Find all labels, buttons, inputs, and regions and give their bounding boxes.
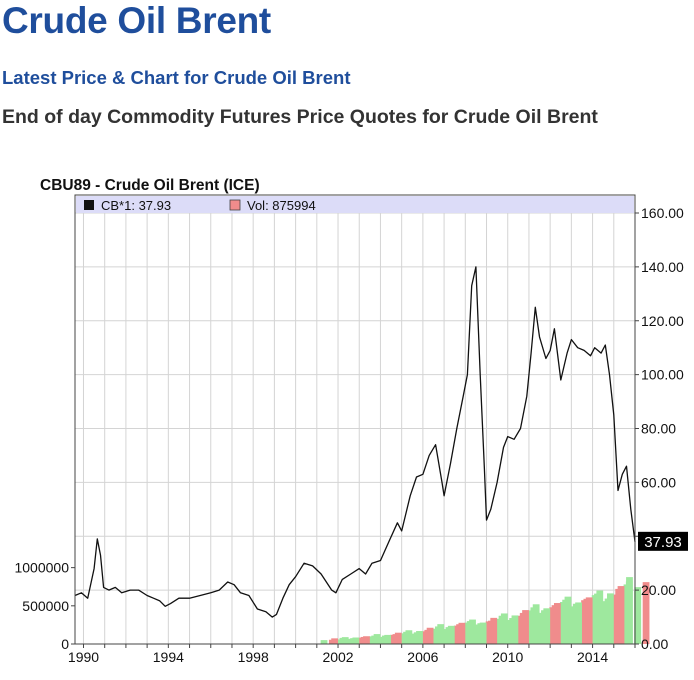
price-tick-label: 160.00 <box>641 205 684 221</box>
plot-frame <box>74 194 636 645</box>
volume-bar <box>596 590 604 644</box>
x-tick-label: 2006 <box>407 649 438 665</box>
volume-bar <box>634 587 642 644</box>
axis-labels: 0.0020.0040.0060.0080.00100.00120.00140.… <box>14 205 684 665</box>
page-description: End of day Commodity Futures Price Quote… <box>2 106 598 128</box>
volume-bar <box>437 624 445 644</box>
volume-bar <box>490 617 498 644</box>
volume-bar <box>384 634 392 644</box>
page-subtitle: Latest Price & Chart for Crude Oil Brent <box>2 67 351 88</box>
volume-bar <box>626 577 633 644</box>
x-tick-label: 2002 <box>322 649 353 665</box>
price-tick-label: 100.00 <box>641 367 684 383</box>
price-line <box>74 266 636 618</box>
volume-bar <box>532 604 540 644</box>
plot-area <box>75 195 635 644</box>
price-tick-label: 120.00 <box>641 313 684 329</box>
volume-bar <box>511 615 519 644</box>
price-tick-label: 60.00 <box>641 474 676 490</box>
volume-bar <box>363 636 370 644</box>
volume-bar <box>331 638 339 644</box>
volume-bar <box>426 627 434 644</box>
x-tick-label: 1990 <box>68 649 99 665</box>
price-tick-label: 20.00 <box>641 582 676 598</box>
volume-bar <box>479 622 487 644</box>
legend-swatch-price <box>84 200 94 210</box>
volume-bar <box>469 619 476 644</box>
volume-bar <box>500 613 508 644</box>
volume-tick-label: 1000000 <box>14 560 69 576</box>
price-chart: CBU89 - Crude Oil Brent (ICE) CB*1: 37.9… <box>14 177 688 665</box>
volume-bar <box>543 608 551 644</box>
volume-tick-label: 500000 <box>22 598 69 614</box>
volume-bar <box>352 637 360 644</box>
volume-bar <box>585 597 593 644</box>
page-title: Crude Oil Brent <box>2 0 271 41</box>
last-price-box <box>638 531 688 551</box>
volume-bar <box>607 593 614 644</box>
volume-bar <box>617 586 625 644</box>
volume-bar <box>394 632 402 644</box>
price-tick-label: 0.00 <box>641 636 668 652</box>
last-price-marker: 37.93 <box>638 531 688 551</box>
volume-bar <box>564 596 572 644</box>
x-tick-label: 1998 <box>238 649 269 665</box>
volume-bar <box>416 631 423 644</box>
x-tick-label: 2010 <box>492 649 523 665</box>
price-tick-label: 80.00 <box>641 421 676 437</box>
legend-band <box>76 196 634 213</box>
price-tick-label: 140.00 <box>641 259 684 275</box>
volume-tick-label: 0 <box>61 636 69 652</box>
x-tick-label: 2014 <box>577 649 608 665</box>
volume-bar <box>341 637 349 644</box>
chart-title: CBU89 - Crude Oil Brent (ICE) <box>40 177 260 194</box>
volume-bar <box>458 622 466 644</box>
x-tick-label: 1994 <box>153 649 184 665</box>
last-price-label: 37.93 <box>644 534 682 551</box>
volume-bar <box>447 625 455 644</box>
volume-bar <box>320 640 328 644</box>
volume-bar <box>642 582 650 644</box>
volume-bar <box>575 602 582 644</box>
volume-bar <box>553 603 561 644</box>
volume-bar <box>522 610 529 644</box>
grid-lines <box>75 212 636 645</box>
volume-bar <box>373 634 381 644</box>
volume-bars <box>320 577 650 644</box>
legend-price-label: CB*1: 37.93 <box>101 198 171 213</box>
legend-swatch-volume <box>229 199 241 211</box>
legend-volume-label: Vol: 875994 <box>247 198 316 213</box>
volume-bar <box>405 630 413 644</box>
